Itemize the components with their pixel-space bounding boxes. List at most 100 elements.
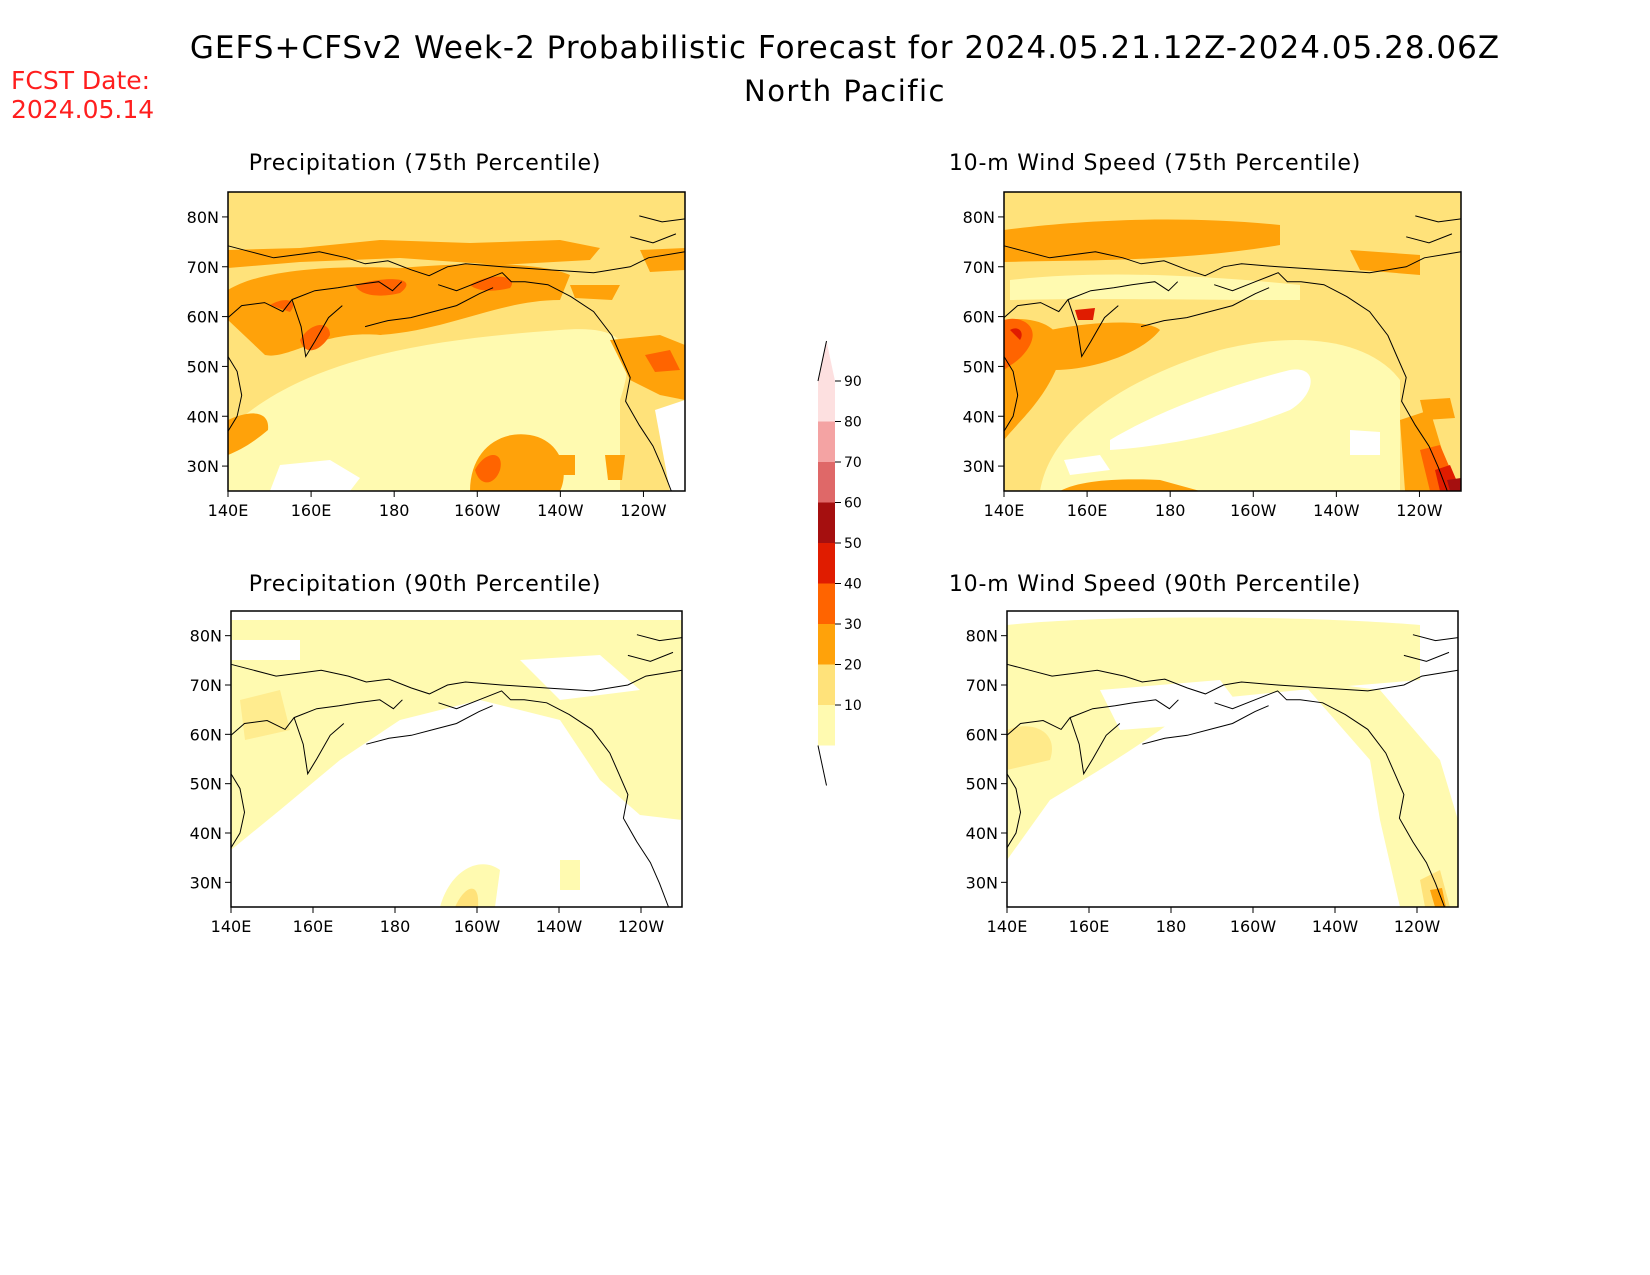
lat-label: 80N bbox=[966, 627, 998, 646]
colorbar-swatch bbox=[818, 624, 835, 665]
lon-label: 120W bbox=[1394, 917, 1441, 936]
colorbar-label: 50 bbox=[844, 536, 862, 552]
page-title: GEFS+CFSv2 Week-2 Probabilistic Forecast… bbox=[189, 30, 1501, 66]
coastline bbox=[364, 287, 494, 328]
lat-label: 70N bbox=[966, 676, 998, 695]
lon-label: 140E bbox=[208, 501, 249, 520]
colorbar-swatch bbox=[818, 462, 835, 503]
colorbar-outline bbox=[817, 340, 827, 382]
map-frames: 80N 70N 60N 50N 40N 30N 140E 160E 180 160W 140W 120… bbox=[187, 191, 1462, 936]
lon-label: 180 bbox=[1155, 501, 1186, 520]
lat-label: 50N bbox=[187, 357, 219, 376]
coastline bbox=[627, 651, 674, 662]
lat-label: 60N bbox=[190, 725, 222, 744]
map-precip-75 bbox=[228, 192, 685, 491]
colorbar-label: 30 bbox=[844, 617, 862, 633]
coastline bbox=[227, 281, 403, 318]
coastline bbox=[438, 272, 672, 492]
coastline bbox=[230, 663, 683, 695]
lat-label: 60N bbox=[966, 725, 998, 744]
coastline bbox=[1142, 705, 1269, 745]
map-frame bbox=[230, 610, 683, 908]
colorbar-label: 90 bbox=[844, 374, 862, 390]
coastline bbox=[1006, 699, 1179, 736]
coastline bbox=[230, 699, 403, 736]
lon-label: 140E bbox=[987, 917, 1028, 936]
coastline bbox=[1067, 299, 1119, 358]
colorbar-swatch bbox=[818, 502, 835, 543]
map-precip-90 bbox=[231, 611, 682, 907]
lat-label: 80N bbox=[963, 208, 995, 227]
coastline bbox=[291, 299, 343, 358]
map-wind-90 bbox=[1007, 611, 1458, 907]
lat-label: 40N bbox=[190, 824, 222, 843]
coastline bbox=[1140, 287, 1270, 328]
coastline bbox=[366, 705, 493, 745]
coastline bbox=[1403, 651, 1450, 662]
coastline bbox=[1406, 233, 1453, 244]
lon-label: 160E bbox=[291, 501, 332, 520]
colorbar-swatch bbox=[818, 381, 835, 422]
lat-label: 60N bbox=[187, 308, 219, 327]
coastline bbox=[630, 233, 677, 244]
forecast-date-block: FCST Date: 2024.05.14 bbox=[11, 66, 154, 124]
lon-label: 140W bbox=[536, 917, 583, 936]
coastline bbox=[293, 717, 345, 776]
lon-label: 140W bbox=[537, 501, 584, 520]
panel-title-precip-90: Precipitation (90th Percentile) bbox=[248, 572, 602, 597]
map-wind-75 bbox=[1004, 192, 1461, 491]
coastline bbox=[438, 690, 669, 908]
coastline bbox=[1412, 634, 1459, 642]
lon-label: 180 bbox=[380, 917, 411, 936]
map-frame bbox=[1006, 610, 1459, 908]
coastline bbox=[227, 356, 243, 432]
colorbar-top-arrow bbox=[818, 341, 835, 381]
lon-label: 140E bbox=[211, 917, 252, 936]
colorbar-swatch bbox=[818, 543, 835, 584]
map-frame bbox=[1003, 191, 1462, 492]
forecast-date-label: FCST Date: bbox=[11, 66, 151, 95]
lat-label: 30N bbox=[190, 873, 222, 892]
lon-label: 160W bbox=[454, 917, 501, 936]
coastline bbox=[1003, 245, 1462, 277]
lat-label: 40N bbox=[963, 407, 995, 426]
lon-label: 120W bbox=[1396, 501, 1443, 520]
lat-label: 30N bbox=[966, 873, 998, 892]
lat-label: 50N bbox=[190, 775, 222, 794]
coastlines bbox=[227, 215, 1462, 908]
map-frame bbox=[227, 191, 686, 492]
coastline bbox=[1006, 773, 1022, 849]
panel-title-wind-90: 10-m Wind Speed (90th Percentile) bbox=[948, 572, 1362, 597]
colorbar-label: 70 bbox=[844, 455, 862, 471]
lat-label: 70N bbox=[190, 676, 222, 695]
colorbar-swatch bbox=[818, 664, 835, 705]
lon-label: 160E bbox=[1069, 917, 1110, 936]
lon-label: 120W bbox=[618, 917, 665, 936]
lon-label: 160E bbox=[293, 917, 334, 936]
lat-label: 30N bbox=[187, 457, 219, 476]
lat-label: 40N bbox=[187, 407, 219, 426]
colorbar-label: 10 bbox=[844, 698, 862, 714]
coastline bbox=[1069, 717, 1121, 776]
lat-label: 30N bbox=[963, 457, 995, 476]
colorbar-label: 20 bbox=[844, 658, 862, 674]
coastline bbox=[1214, 690, 1445, 908]
lon-label: 120W bbox=[620, 501, 667, 520]
lon-label: 160E bbox=[1067, 501, 1108, 520]
panel-title-precip-75: Precipitation (75th Percentile) bbox=[248, 151, 602, 176]
lat-label: 70N bbox=[187, 258, 219, 277]
colorbar-swatch bbox=[818, 421, 835, 462]
lat-label: 70N bbox=[963, 258, 995, 277]
lon-label: 160W bbox=[1230, 917, 1277, 936]
colorbar-swatch bbox=[818, 583, 835, 624]
forecast-date-value: 2024.05.14 bbox=[11, 95, 155, 124]
coastline bbox=[1006, 663, 1459, 695]
lat-label: 40N bbox=[966, 824, 998, 843]
colorbar-label: 80 bbox=[844, 415, 862, 431]
colorbar-label: 40 bbox=[844, 577, 862, 593]
colorbar-outline bbox=[817, 745, 827, 786]
colorbar-swatch bbox=[818, 705, 835, 746]
lon-label: 160W bbox=[1230, 501, 1277, 520]
coastline bbox=[1214, 272, 1448, 492]
